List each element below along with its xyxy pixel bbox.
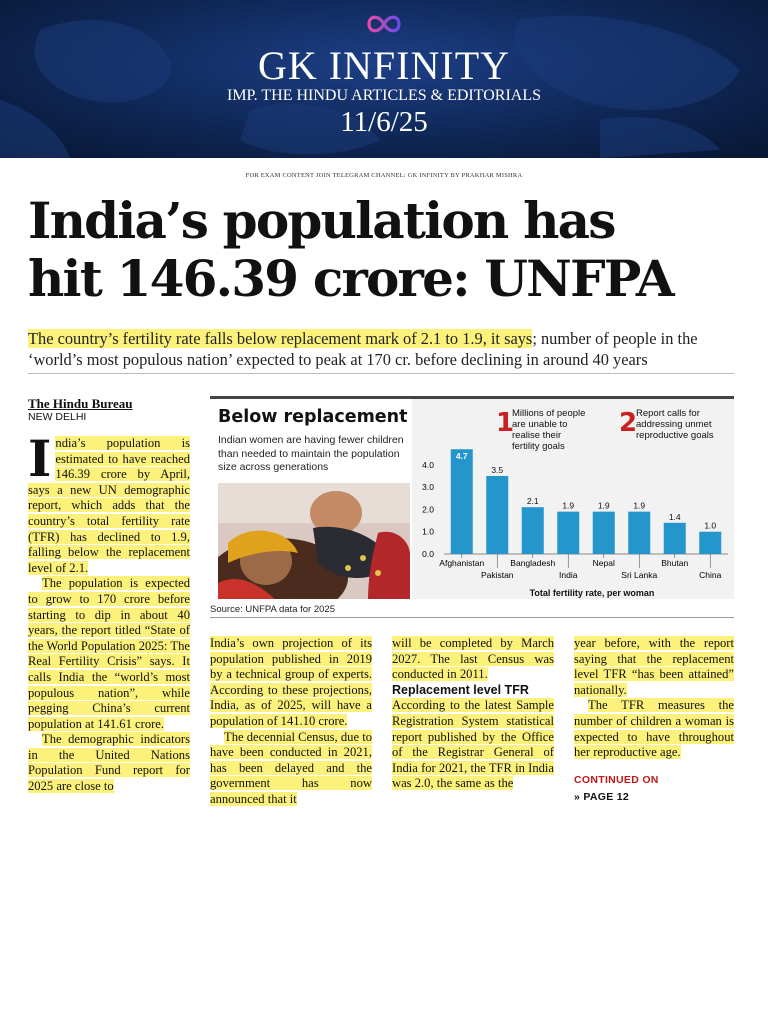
col3-paragraph-1: will be completed by March 2027. The las… [392,636,554,683]
bar-sri-lanka [628,511,651,554]
col2-paragraph-2: The decennial Census, due to have been c… [210,729,372,808]
y-tick-label: 4.0 [422,460,434,470]
x-category-label: India [559,570,578,580]
bar-value-label: 1.0 [704,521,716,531]
bar-value-label: 3.5 [491,465,503,475]
x-category-label: Pakistan [481,570,514,580]
telegram-note: FOR EXAM CONTENT JOIN TELEGRAM CHANNEL: … [245,172,523,179]
drop-cap: I [28,429,52,488]
col3-p2-text: According to the latest Sample Registrat… [392,698,554,791]
col1-p1-text: ndia’s population is estimated to have r… [28,436,190,575]
col1-p3-text: The demographic indicators in the United… [28,732,190,794]
bar-value-label: 1.4 [669,512,681,522]
y-tick-label: 0.0 [422,549,434,559]
banner-date: 11/6/25 [340,106,428,138]
bar-value-label: 2.1 [527,496,539,506]
tfr-bar-chart: 1 Millions of people are unable to realise… [412,399,734,599]
col2-paragraph-1: India’s own projection of its population… [210,636,372,730]
col2-p2-text: The decennial Census, due to have been c… [210,729,372,806]
dateline: NEW DELHI [28,411,87,423]
bar-nepal [592,511,615,554]
infographic-intro: Below replacement Indian women are havin… [210,399,410,599]
headline-line-1: India’s population has [28,191,616,250]
x-category-label: Nepal [593,558,615,568]
continued-label: CONTINUED ON [574,773,659,786]
x-category-label: Bangladesh [510,558,555,568]
banner-title: GK INFINITY [257,43,511,88]
x-category-label: Bhutan [661,558,688,568]
byline: The Hindu Bureau [28,396,133,411]
deck-rest: ; number of people in the ‘world’s most … [28,329,698,369]
banner-subtitle: IMP. THE HINDU ARTICLES & EDITORIALS [226,87,541,104]
infographic-subtitle: Indian women are having fewer children t… [218,434,404,473]
col4-paragraph-1: year before, with the report saying that… [574,636,734,698]
bar-value-label: 1.9 [598,501,610,511]
col1-p2-text: The population is expected to grow to 17… [28,576,190,731]
col2-p1-text: India’s own projection of its population… [210,636,372,728]
header-banner: GK INFINITY IMP. THE HINDU ARTICLES & ED… [0,0,768,158]
col4-p1-text: year before, with the report saying that… [574,636,734,697]
infographic-title: Below replacement [218,407,408,427]
bar-value-label: 1.9 [633,501,645,511]
bar-china [699,531,722,554]
y-tick-label: 3.0 [422,482,434,492]
note-2-text: Report calls for addressing unmet reproduc… [636,408,714,441]
headline: India’s population has hit 146.39 crore:… [28,192,748,308]
y-tick-label: 1.0 [422,527,434,537]
deck: The country’s fertility rate falls below… [28,328,740,370]
infographic: Below replacement Indian women are havin… [210,396,734,599]
bar-value-label: 1.9 [562,501,574,511]
divider [28,373,734,374]
note-1-text: Millions of people are unable to realise t… [512,408,585,452]
headline-line-2: hit 146.39 crore: UNFPA [28,249,675,308]
continued-page: » PAGE 12 [574,791,630,804]
col3-paragraph-2: According to the latest Sample Registrat… [392,698,554,792]
deck-highlight: The country’s fertility rate falls below… [28,329,533,348]
col4-p2-text: The TFR measures the number of children … [574,698,734,760]
infinity-icon [367,15,401,33]
col4-paragraph-2: The TFR measures the number of children … [574,698,734,760]
col3-subhead: Replacement level TFR [392,682,529,697]
x-category-label: Sri Lanka [621,570,657,580]
bar-india [557,511,580,554]
col1-paragraph-2: The population is expected to grow to 17… [28,576,190,732]
article-column-2: India’s own projection of its population… [210,636,372,808]
x-category-label: China [699,570,721,580]
note-1-number: 1 [496,408,514,438]
col3-p1-text: will be completed by March 2027. The las… [392,636,554,682]
x-category-label: Afghanistan [439,558,484,568]
mother-and-baby-photo [218,483,410,599]
article-column-3: will be completed by March 2027. The las… [392,636,554,792]
world-map-background [0,15,740,158]
bar-value-label: 4.7 [456,451,468,461]
bar-afghanistan [450,449,473,554]
article-column-4: year before, with the report saying that… [574,636,734,806]
col1-paragraph-3: The demographic indicators in the United… [28,732,190,794]
infographic-bottom-rule [210,617,734,618]
chart-x-axis-label: Total fertility rate, per woman [530,588,655,598]
bar-pakistan [486,475,509,554]
note-2-number: 2 [619,408,637,438]
infographic-source: Source: UNFPA data for 2025 [210,604,335,615]
bar-bhutan [663,522,686,554]
y-tick-label: 2.0 [422,504,434,514]
bar-bangladesh [521,507,544,554]
